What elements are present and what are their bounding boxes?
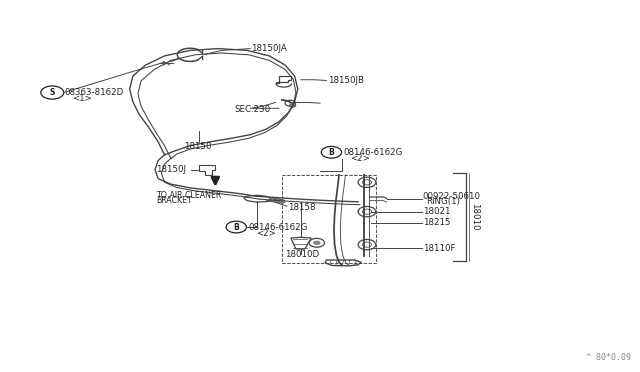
Bar	[282, 175, 376, 263]
Text: 08146-6162G: 08146-6162G	[248, 222, 308, 231]
Text: 18215: 18215	[423, 218, 451, 227]
Text: BRACKET: BRACKET	[156, 196, 192, 205]
Text: 08363-8162D: 08363-8162D	[64, 88, 124, 97]
Circle shape	[289, 103, 296, 107]
Text: 18110F: 18110F	[423, 244, 455, 253]
Text: <1>: <1>	[72, 94, 92, 103]
Circle shape	[313, 241, 321, 245]
Text: TO AIR CLEANER: TO AIR CLEANER	[156, 191, 221, 200]
Text: 18158: 18158	[288, 203, 316, 212]
Text: B: B	[234, 222, 239, 231]
Circle shape	[269, 198, 276, 201]
Text: 00922-50610: 00922-50610	[423, 192, 481, 201]
Circle shape	[279, 199, 285, 203]
Text: 18010: 18010	[470, 203, 479, 231]
Text: ^ 80*0.09: ^ 80*0.09	[586, 353, 631, 362]
Text: 18021: 18021	[423, 207, 451, 216]
Text: S: S	[49, 88, 55, 97]
Text: SEC.230: SEC.230	[234, 105, 271, 113]
Text: B: B	[328, 148, 334, 157]
Text: 18010D: 18010D	[285, 250, 319, 259]
Text: 18150: 18150	[184, 142, 211, 151]
Text: 18150JB: 18150JB	[328, 76, 364, 85]
Text: RING(1): RING(1)	[427, 197, 460, 206]
Text: 18150J: 18150J	[156, 165, 186, 174]
Text: 08146-6162G: 08146-6162G	[344, 148, 403, 157]
Text: <2>: <2>	[350, 154, 369, 163]
Text: 18150JA: 18150JA	[252, 44, 287, 53]
Circle shape	[275, 198, 281, 202]
Text: <2>: <2>	[257, 229, 276, 238]
